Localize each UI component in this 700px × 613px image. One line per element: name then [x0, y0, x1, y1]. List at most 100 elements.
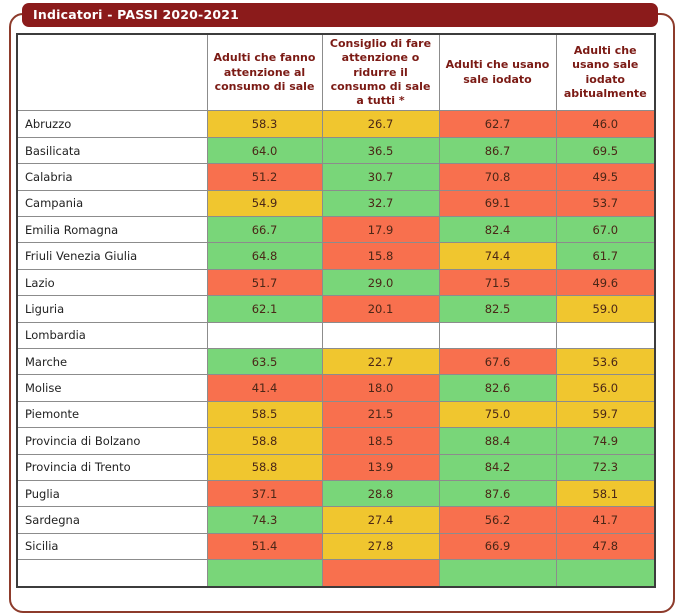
indicator-value-cell: 67.0: [555, 216, 656, 244]
indicator-value-cell: 27.8: [321, 532, 440, 561]
table-row: Piemonte 58.5 21.5 75.0 59.7: [16, 400, 656, 429]
indicator-value-cell: [321, 321, 440, 350]
region-name-cell: Provincia di Bolzano: [16, 427, 208, 455]
column-header-attenzione-consumo-sale: Adulti che fanno attenzione al consumo d…: [206, 33, 323, 112]
region-name-cell: [16, 559, 208, 588]
indicator-value-cell: [206, 559, 323, 588]
indicator-value-cell: 36.5: [321, 136, 440, 165]
table-header: Adulti che fanno attenzione al consumo d…: [16, 33, 656, 112]
indicator-value-cell: 41.4: [206, 374, 323, 402]
region-name-cell: Marche: [16, 347, 208, 376]
indicator-value-cell: [206, 321, 323, 350]
table-row: Molise 41.4 18.0 82.6 56.0: [16, 374, 656, 402]
indicator-value-cell: [438, 559, 557, 588]
indicator-value-cell: 66.9: [438, 532, 557, 561]
indicator-value-cell: 61.7: [555, 242, 656, 270]
column-header-consiglio-ridurre-sale: Consiglio di fare attenzione o ridurre i…: [321, 33, 440, 112]
indicator-value-cell: 58.5: [206, 400, 323, 429]
region-name-cell: Sardegna: [16, 506, 208, 534]
table-row: Puglia 37.1 28.8 87.6 58.1: [16, 479, 656, 508]
column-header-sale-iodato-abitualmente: Adulti che usano sale iodato abitualment…: [555, 33, 656, 112]
table-row: Lombardia: [16, 321, 656, 350]
region-name-cell: Sicilia: [16, 532, 208, 561]
indicator-value-cell: 37.1: [206, 479, 323, 508]
indicator-value-cell: [438, 321, 557, 350]
region-name-cell: Puglia: [16, 479, 208, 508]
indicator-value-cell: 58.3: [206, 110, 323, 138]
table-body: Abruzzo 58.3 26.7 62.7 46.0 Basilicata 64.0 36.…: [16, 110, 656, 588]
indicator-value-cell: 53.7: [555, 189, 656, 218]
indicator-value-cell: 59.0: [555, 295, 656, 323]
indicator-value-cell: 29.0: [321, 268, 440, 297]
table-row: [16, 559, 656, 588]
indicator-value-cell: [555, 559, 656, 588]
indicator-value-cell: 69.1: [438, 189, 557, 218]
table-row: Friuli Venezia Giulia 64.8 15.8 74.4 61.7: [16, 242, 656, 270]
indicator-value-cell: 21.5: [321, 400, 440, 429]
indicator-value-cell: 13.9: [321, 453, 440, 481]
indicator-value-cell: 20.1: [321, 295, 440, 323]
indicator-value-cell: 62.1: [206, 295, 323, 323]
region-name-cell: Lombardia: [16, 321, 208, 350]
indicator-value-cell: 28.8: [321, 479, 440, 508]
indicator-value-cell: 74.9: [555, 427, 656, 455]
indicator-value-cell: 74.3: [206, 506, 323, 534]
indicator-value-cell: 49.6: [555, 268, 656, 297]
indicator-value-cell: 87.6: [438, 479, 557, 508]
indicator-value-cell: 17.9: [321, 216, 440, 244]
region-name-cell: Calabria: [16, 163, 208, 191]
indicator-value-cell: [321, 559, 440, 588]
indicator-value-cell: 54.9: [206, 189, 323, 218]
table-row: Basilicata 64.0 36.5 86.7 69.5: [16, 136, 656, 165]
region-name-cell: Liguria: [16, 295, 208, 323]
indicator-value-cell: 72.3: [555, 453, 656, 481]
indicator-value-cell: 53.6: [555, 347, 656, 376]
indicator-value-cell: 18.0: [321, 374, 440, 402]
indicator-value-cell: 15.8: [321, 242, 440, 270]
indicator-value-cell: 64.0: [206, 136, 323, 165]
indicator-value-cell: 22.7: [321, 347, 440, 376]
table-row: Abruzzo 58.3 26.7 62.7 46.0: [16, 110, 656, 138]
indicator-value-cell: 26.7: [321, 110, 440, 138]
table-row: Lazio 51.7 29.0 71.5 49.6: [16, 268, 656, 297]
indicator-value-cell: 49.5: [555, 163, 656, 191]
indicator-value-cell: 56.0: [555, 374, 656, 402]
table-row: Emilia Romagna 66.7 17.9 82.4 67.0: [16, 216, 656, 244]
region-name-cell: Campania: [16, 189, 208, 218]
indicator-value-cell: 59.7: [555, 400, 656, 429]
indicator-value-cell: 69.5: [555, 136, 656, 165]
table-row: Sicilia 51.4 27.8 66.9 47.8: [16, 532, 656, 561]
indicator-value-cell: 74.4: [438, 242, 557, 270]
indicator-value-cell: 58.8: [206, 453, 323, 481]
indicator-value-cell: 30.7: [321, 163, 440, 191]
region-name-cell: Emilia Romagna: [16, 216, 208, 244]
region-name-cell: Provincia di Trento: [16, 453, 208, 481]
indicator-value-cell: 64.8: [206, 242, 323, 270]
indicator-value-cell: 88.4: [438, 427, 557, 455]
indicator-value-cell: 47.8: [555, 532, 656, 561]
indicator-value-cell: 58.1: [555, 479, 656, 508]
table-row: Sardegna 74.3 27.4 56.2 41.7: [16, 506, 656, 534]
region-name-cell: Abruzzo: [16, 110, 208, 138]
table-row: Liguria 62.1 20.1 82.5 59.0: [16, 295, 656, 323]
indicator-value-cell: 82.5: [438, 295, 557, 323]
indicator-value-cell: 58.8: [206, 427, 323, 455]
indicator-value-cell: 63.5: [206, 347, 323, 376]
indicator-value-cell: 27.4: [321, 506, 440, 534]
indicators-table: Adulti che fanno attenzione al consumo d…: [16, 33, 656, 588]
region-name-cell: Molise: [16, 374, 208, 402]
indicator-value-cell: 82.4: [438, 216, 557, 244]
indicator-value-cell: 18.5: [321, 427, 440, 455]
indicator-value-cell: 32.7: [321, 189, 440, 218]
indicator-value-cell: 66.7: [206, 216, 323, 244]
indicator-value-cell: 51.2: [206, 163, 323, 191]
indicator-value-cell: 70.8: [438, 163, 557, 191]
panel-title: Indicatori - PASSI 2020-2021: [22, 3, 658, 27]
region-name-cell: Friuli Venezia Giulia: [16, 242, 208, 270]
table-row: Provincia di Bolzano 58.8 18.5 88.4 74.9: [16, 427, 656, 455]
indicator-value-cell: 62.7: [438, 110, 557, 138]
column-header-sale-iodato: Adulti che usano sale iodato: [438, 33, 557, 112]
indicator-value-cell: 82.6: [438, 374, 557, 402]
table-row: Campania 54.9 32.7 69.1 53.7: [16, 189, 656, 218]
table-row: Marche 63.5 22.7 67.6 53.6: [16, 347, 656, 376]
